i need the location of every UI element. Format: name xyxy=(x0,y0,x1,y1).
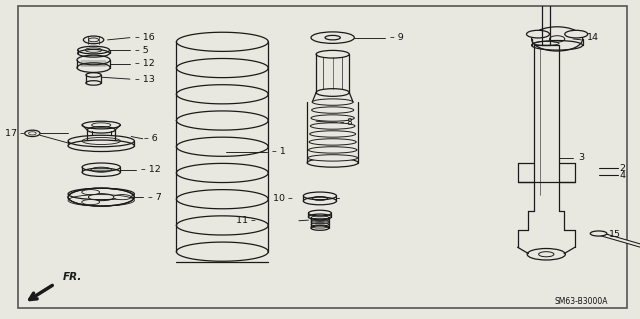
Text: – 6: – 6 xyxy=(144,134,157,143)
Text: 2: 2 xyxy=(620,164,625,173)
Text: – 7: – 7 xyxy=(148,193,161,202)
Text: – 16: – 16 xyxy=(135,33,155,42)
Ellipse shape xyxy=(312,107,354,113)
Text: SM63-B3000A: SM63-B3000A xyxy=(555,297,608,306)
Text: 11 –: 11 – xyxy=(236,216,256,225)
Text: – 12: – 12 xyxy=(141,165,161,174)
Ellipse shape xyxy=(311,115,355,121)
Ellipse shape xyxy=(310,131,356,137)
Ellipse shape xyxy=(309,139,356,145)
Ellipse shape xyxy=(68,140,134,152)
Text: – 13: – 13 xyxy=(135,75,155,84)
Text: – 8: – 8 xyxy=(340,118,353,127)
Text: – 1: – 1 xyxy=(272,147,286,156)
Ellipse shape xyxy=(310,123,355,129)
Text: 3: 3 xyxy=(578,153,584,162)
Ellipse shape xyxy=(113,195,131,200)
Text: 10 –: 10 – xyxy=(273,194,292,203)
Text: – 12: – 12 xyxy=(135,59,155,68)
Ellipse shape xyxy=(82,189,100,195)
Ellipse shape xyxy=(312,99,353,105)
Ellipse shape xyxy=(590,231,607,236)
Ellipse shape xyxy=(527,30,550,38)
Ellipse shape xyxy=(532,27,582,51)
Text: – 9: – 9 xyxy=(390,33,404,42)
Text: 14: 14 xyxy=(586,33,598,42)
Ellipse shape xyxy=(308,147,357,153)
Text: – 5: – 5 xyxy=(135,46,148,55)
Text: 17 –: 17 – xyxy=(5,129,25,138)
Ellipse shape xyxy=(82,200,100,205)
Ellipse shape xyxy=(308,155,358,161)
Text: 4: 4 xyxy=(620,171,625,180)
Text: 15: 15 xyxy=(609,230,621,239)
Text: FR.: FR. xyxy=(62,272,82,282)
Ellipse shape xyxy=(564,30,588,38)
